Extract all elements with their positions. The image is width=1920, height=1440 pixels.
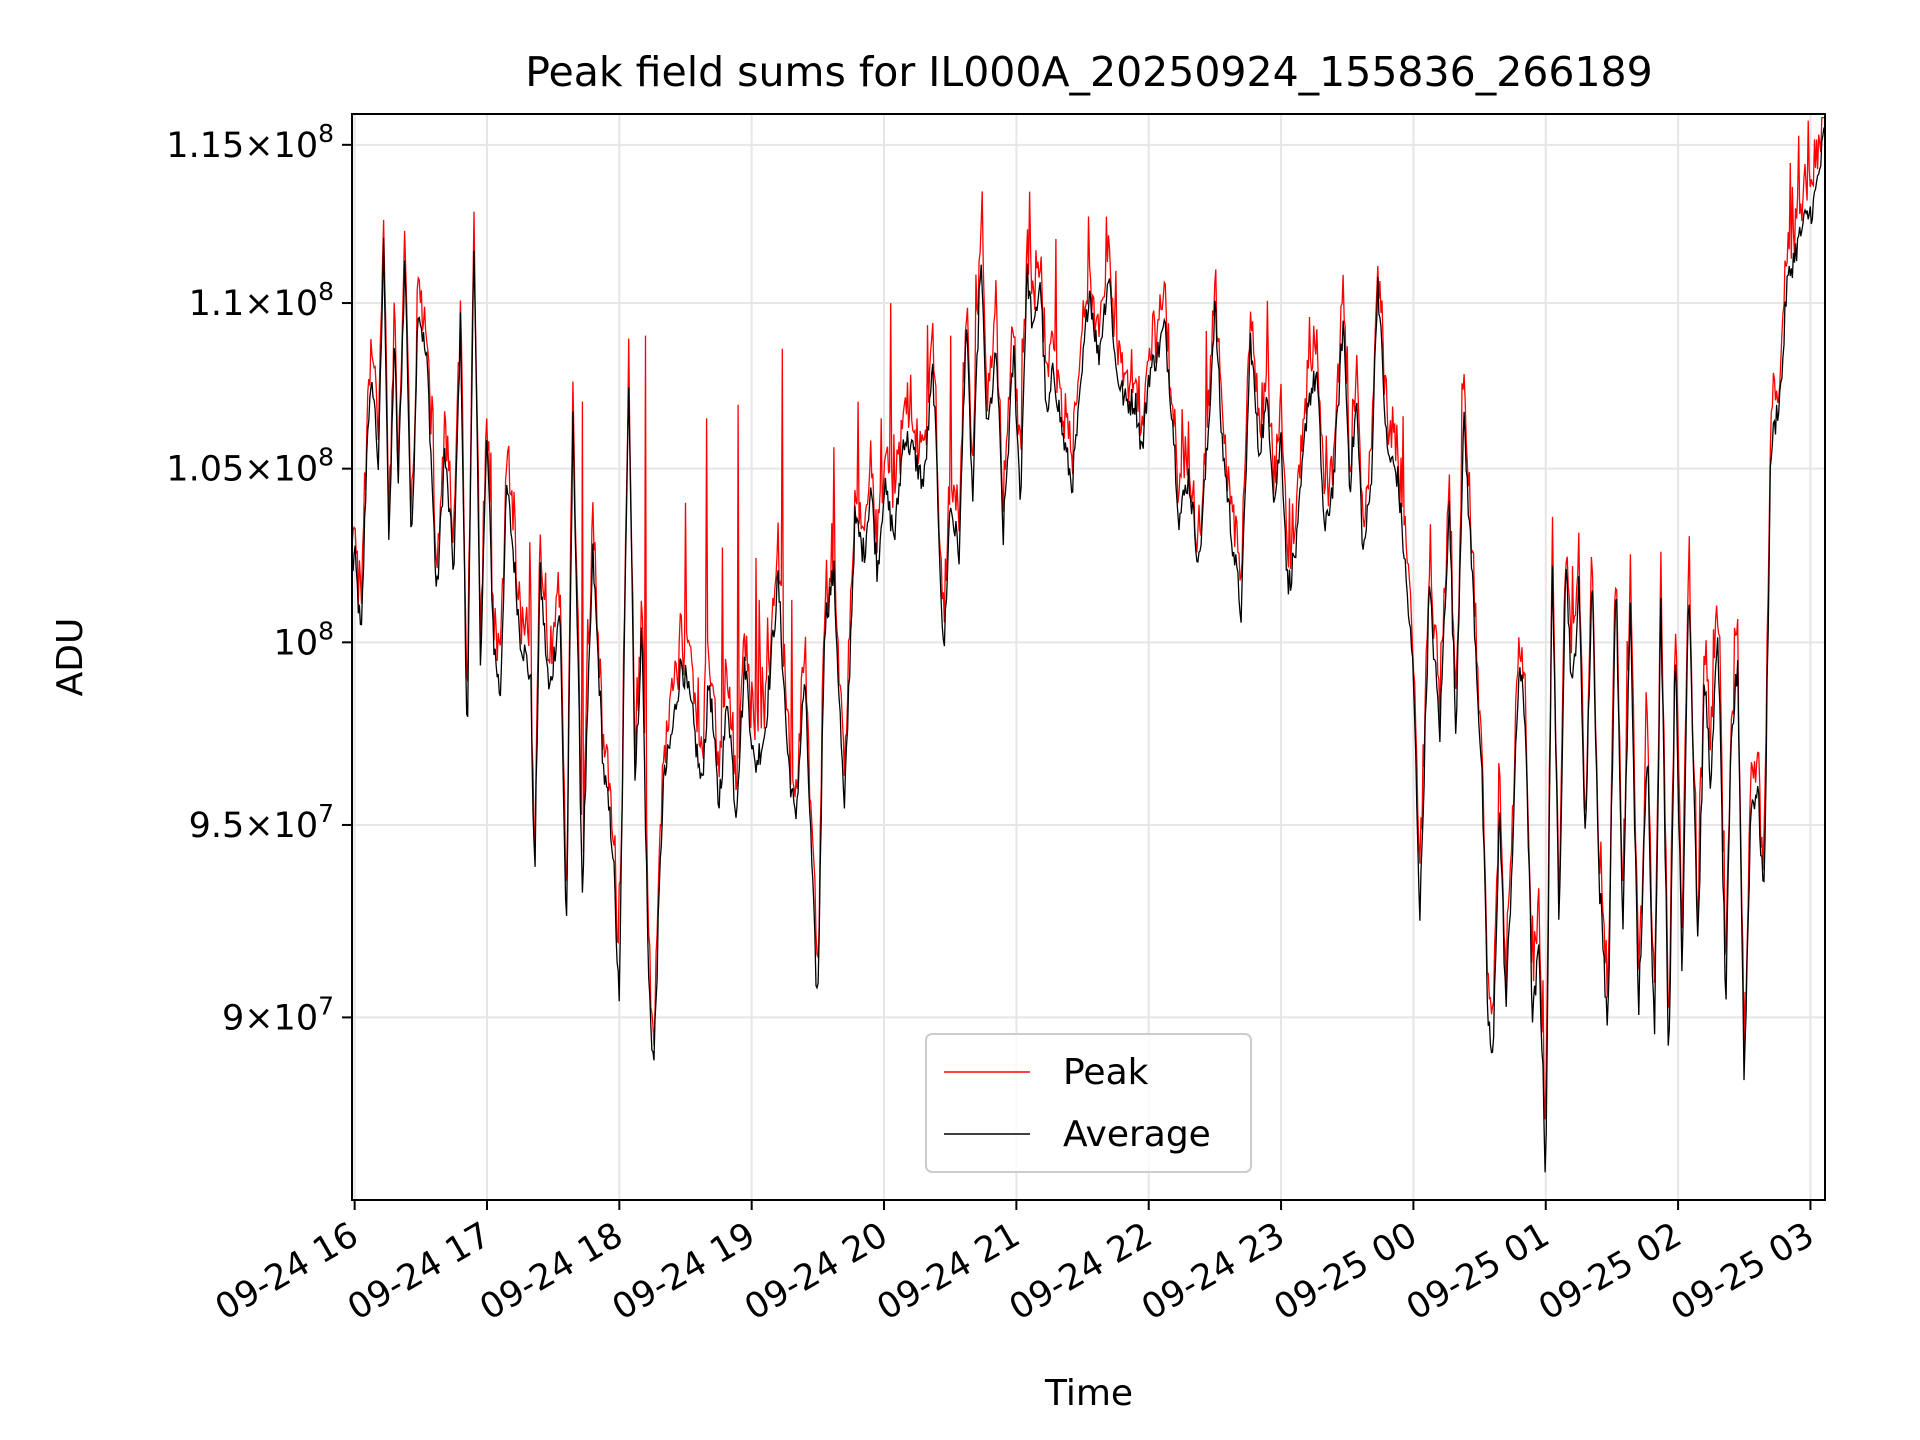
y-tick-label: 1.05×108 — [166, 443, 334, 490]
y-tick-label: 9.5×107 — [189, 799, 334, 846]
y-tick-label: 1.15×108 — [166, 119, 334, 166]
grid — [352, 114, 1825, 1200]
legend-peak-label: Peak — [1063, 1052, 1149, 1093]
plot-area — [351, 116, 1826, 1173]
x-axis-label: Time — [1044, 1373, 1133, 1414]
chart-title: Peak field sums for IL000A_20250924_1558… — [525, 48, 1652, 96]
series-average-line — [351, 127, 1826, 1173]
y-axis-ticks: 9×107 9.5×107 108 1.05×108 1.1×108 1.15×108 — [166, 119, 352, 1038]
legend-box — [925, 1033, 1252, 1173]
legend: Peak Average — [925, 1033, 1252, 1173]
legend-average-label: Average — [1063, 1114, 1211, 1155]
axes-frame — [351, 113, 1826, 1201]
y-tick-label: 9×107 — [222, 991, 334, 1038]
y-tick-label: 108 — [274, 616, 334, 663]
y-tick-label: 1.1×108 — [189, 277, 334, 324]
y-axis-label: ADU — [50, 618, 91, 697]
